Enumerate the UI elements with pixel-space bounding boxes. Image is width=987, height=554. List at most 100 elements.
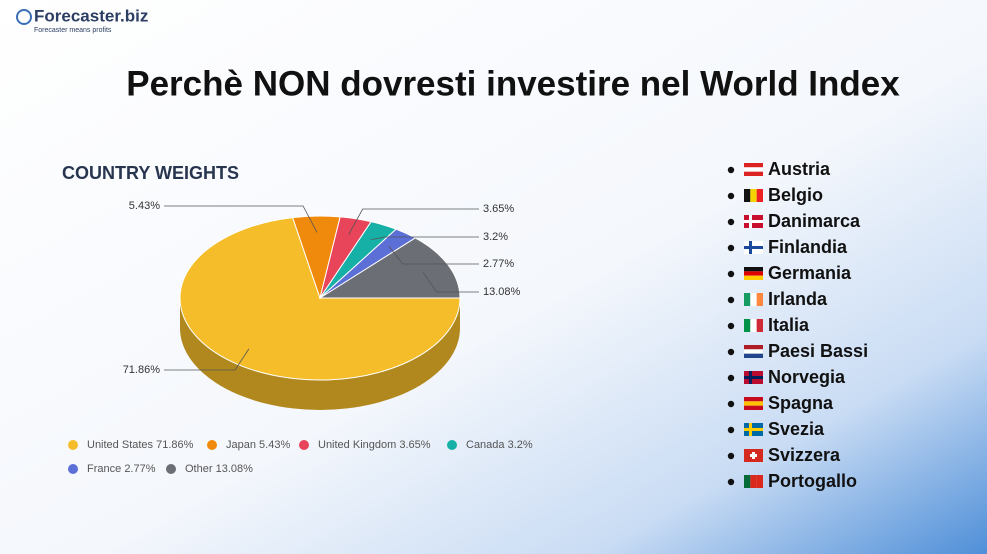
bullet (727, 348, 735, 356)
legend-swatch (299, 440, 309, 450)
flag-stripe (744, 319, 751, 332)
bullet (727, 218, 735, 226)
flag-stripe (744, 401, 763, 406)
flag-stripe (744, 267, 763, 272)
country-name: Austria (768, 159, 831, 179)
legend-name: United States (87, 439, 154, 451)
flag-cross (750, 454, 757, 457)
legend-value: 71.86% (156, 439, 194, 451)
flag-stripe (756, 293, 763, 306)
flag-cross (744, 220, 763, 223)
flag-stripe (744, 397, 763, 402)
legend-label: Japan 5.43% (226, 439, 290, 451)
country-name: Danimarca (768, 211, 861, 231)
flag-stripe (744, 349, 763, 354)
legend-label: Other 13.08% (185, 463, 253, 475)
flag-stripe (750, 475, 757, 488)
bullet (727, 452, 735, 460)
slide-title: Perchè NON dovresti investire nel World … (126, 64, 900, 103)
flag-stripe (744, 405, 763, 410)
country-name: Irlanda (768, 289, 828, 309)
flag-stripe (750, 293, 757, 306)
legend-swatch (447, 440, 457, 450)
chart-title: COUNTRY WEIGHTS (62, 163, 239, 183)
bullet (727, 374, 735, 382)
flag-stripe (750, 189, 757, 202)
leader-line (164, 348, 250, 371)
country-name: Belgio (768, 185, 823, 205)
country-name: Spagna (768, 393, 834, 413)
data-label: 71.86% (123, 364, 161, 376)
legend-value: 2.77% (124, 463, 155, 475)
data-label: 5.43% (129, 200, 160, 212)
flag-stripe (744, 167, 763, 172)
country-list: Austria Belgio Danimarca Finlandia Germania I… (727, 159, 868, 491)
leader-line (164, 205, 318, 233)
leader-line (422, 271, 479, 293)
flag-cross (744, 428, 763, 431)
country-name: Germania (768, 263, 852, 283)
brand: Forecaster.biz (34, 6, 148, 25)
leader-line (348, 208, 479, 235)
country-name: Portogallo (768, 471, 857, 491)
leader-line (388, 246, 479, 265)
flag-stripe (744, 475, 751, 488)
flag-stripe (744, 163, 763, 168)
flag-stripe (756, 189, 763, 202)
flag-cross (744, 376, 763, 379)
bullet (727, 244, 735, 252)
flag-stripe (744, 171, 763, 176)
legend-swatch (166, 464, 176, 474)
tagline: Forecaster means profits (34, 27, 112, 34)
slice-side (180, 298, 460, 410)
legend-name: United Kingdom (318, 439, 396, 451)
bullet (727, 400, 735, 408)
bullet (727, 192, 735, 200)
flag-stripe (756, 319, 763, 332)
data-label: 3.65% (483, 203, 514, 215)
flag-stripe (744, 293, 751, 306)
bullet (727, 296, 735, 304)
pie: 71.86% 5.43% 3.65% 3.2% 2.77% 13.08% (123, 200, 521, 410)
flag-stripe (750, 319, 757, 332)
legend-swatch (68, 440, 78, 450)
legend-value: 13.08% (216, 463, 254, 475)
data-label: 3.2% (483, 231, 508, 243)
logo-icon (16, 9, 32, 25)
country-name: Italia (768, 315, 810, 335)
bullet (727, 426, 735, 434)
flag-stripe (744, 275, 763, 280)
flag-stripe (756, 475, 763, 488)
flag-cross (744, 246, 763, 249)
country-name: Svizzera (768, 445, 841, 465)
leader-line (371, 236, 479, 241)
flag-stripe (744, 345, 763, 350)
slice (318, 237, 461, 299)
flag-stripe (744, 353, 763, 358)
legend-swatch (68, 464, 78, 474)
legend-name: Japan (226, 439, 256, 451)
legend-name: Canada (466, 439, 505, 451)
legend-label: Canada 3.2% (466, 439, 533, 451)
legend-label: United States 71.86% (87, 439, 194, 451)
bullet (727, 270, 735, 278)
data-label: 2.77% (483, 258, 514, 270)
flag-stripe (744, 271, 763, 276)
country-name: Norvegia (768, 367, 846, 387)
flag-stripe (744, 189, 751, 202)
country-name: Paesi Bassi (768, 341, 868, 361)
legend-value: 5.43% (259, 439, 290, 451)
legend-name: Other (185, 463, 213, 475)
legend-swatch (207, 440, 217, 450)
country-name: Finlandia (768, 237, 848, 257)
legend-value: 3.2% (508, 439, 533, 451)
bullet (727, 166, 735, 174)
legend-label: United Kingdom 3.65% (318, 439, 431, 451)
legend-name: France (87, 463, 121, 475)
legend-label: France 2.77% (87, 463, 156, 475)
data-label: 13.08% (483, 286, 521, 298)
country-name: Svezia (768, 419, 825, 439)
